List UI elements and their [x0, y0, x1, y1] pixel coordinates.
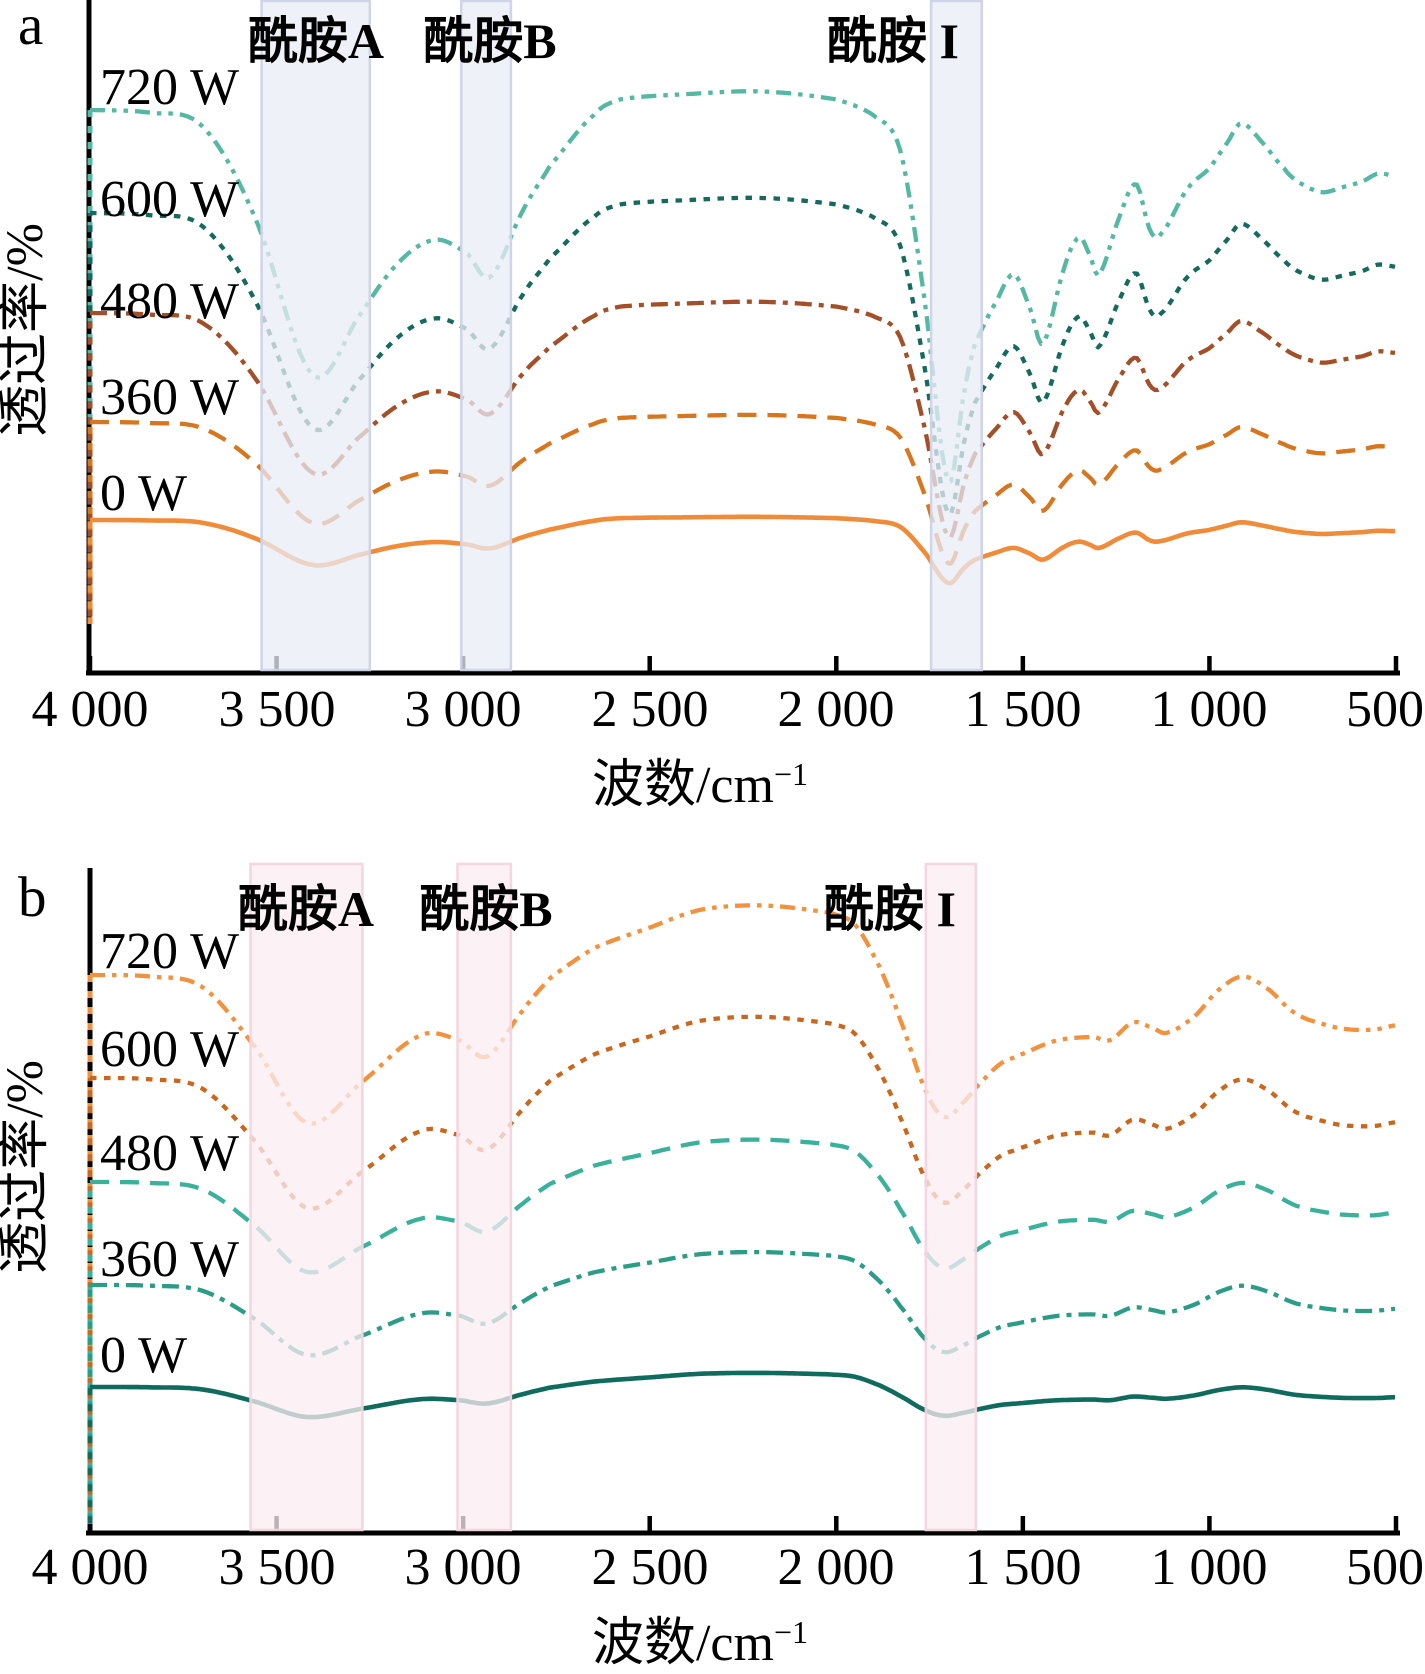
panel-a-x-tick-3500: 3 500: [219, 681, 336, 738]
panel-a-highlight-band-酰胺A: [260, 0, 372, 672]
panel-a-x-tick-2000: 2 000: [778, 681, 895, 738]
panel-a-highlight-band-酰胺B: [460, 0, 513, 672]
panel-a-x-tick-3000: 3 000: [405, 681, 522, 738]
panel-b-band-label-amide-I: 酰胺 I: [824, 881, 956, 937]
panel-a-series-label-360W: 360 W: [100, 369, 239, 426]
panel-b-y-axis-title: 透过率/%: [0, 1060, 54, 1274]
panel-a-series-label-480W: 480 W: [100, 273, 239, 330]
panel-a-band-label-amide-I: 酰胺 I: [827, 13, 959, 69]
panel-b-x-tick-3500: 3 500: [219, 1539, 336, 1596]
panel-a-band-label-amide-A: 酰胺A: [248, 13, 384, 69]
panel-a-plot: [86, 0, 1400, 676]
panel-a-x-tick-1500: 1 500: [965, 681, 1082, 738]
panel-b-band-label-amide-B: 酰胺B: [419, 881, 552, 937]
panel-b-corner-label: b: [18, 866, 47, 929]
panel-b-highlight-band-酰胺A: [249, 862, 364, 1532]
panel-a-series-label-720W: 720 W: [100, 59, 239, 116]
panel-b-x-tick-4000: 4 000: [32, 1539, 149, 1596]
panel-b-x-tick-2500: 2 500: [592, 1539, 709, 1596]
panel-b-x-tick-1500: 1 500: [965, 1539, 1082, 1596]
panel-a-band-label-amide-B: 酰胺B: [423, 13, 556, 69]
panel-a-x-axis-title: 波数/cm−1: [592, 756, 808, 814]
panel-a-x-tick-1000: 1 000: [1151, 681, 1268, 738]
panel-a-series-label-0W: 0 W: [100, 465, 187, 522]
panel-b-series-label-0W: 0 W: [100, 1327, 187, 1384]
panel-a-x-tick-500: 500: [1346, 681, 1424, 738]
panel-b-spectrum-curve-600-W: [90, 1014, 1396, 1211]
panel-a-highlight-band-酰胺-I: [929, 0, 984, 672]
panel-b-highlight-band-酰胺-I: [924, 862, 978, 1532]
panel-b-series-label-480W: 480 W: [100, 1125, 239, 1182]
panel-a-series-label-600W: 600 W: [100, 171, 239, 228]
panel-b-plot: [86, 862, 1400, 1536]
panel-a-spectrum-curve-720-W: [89, 89, 1396, 484]
panel-b-x-tick-3000: 3 000: [405, 1539, 522, 1596]
panel-b-x-tick-1000: 1 000: [1151, 1539, 1268, 1596]
panel-a-x-tick-4000: 4 000: [32, 681, 149, 738]
panel-a-x-tick-2500: 2 500: [592, 681, 709, 738]
panel-b-band-label-amide-A: 酰胺A: [238, 881, 374, 937]
panel-b-spectrum-curve-720-W: [90, 903, 1396, 1126]
panel-b-x-tick-500: 500: [1346, 1539, 1424, 1596]
panel-b-series-label-600W: 600 W: [100, 1021, 239, 1078]
panel-b-series-label-720W: 720 W: [100, 923, 239, 980]
panel-a-corner-label: a: [18, 0, 43, 57]
panel-b-highlight-band-酰胺B: [456, 862, 513, 1532]
panel-a-y-axis-title: 透过率/%: [0, 223, 54, 437]
panel-b-spectrum-curve-360-W: [90, 1249, 1396, 1358]
panel-b-x-tick-2000: 2 000: [778, 1539, 895, 1596]
panel-b-series-label-360W: 360 W: [100, 1231, 239, 1288]
panel-b-x-axis-title: 波数/cm−1: [592, 1614, 808, 1672]
